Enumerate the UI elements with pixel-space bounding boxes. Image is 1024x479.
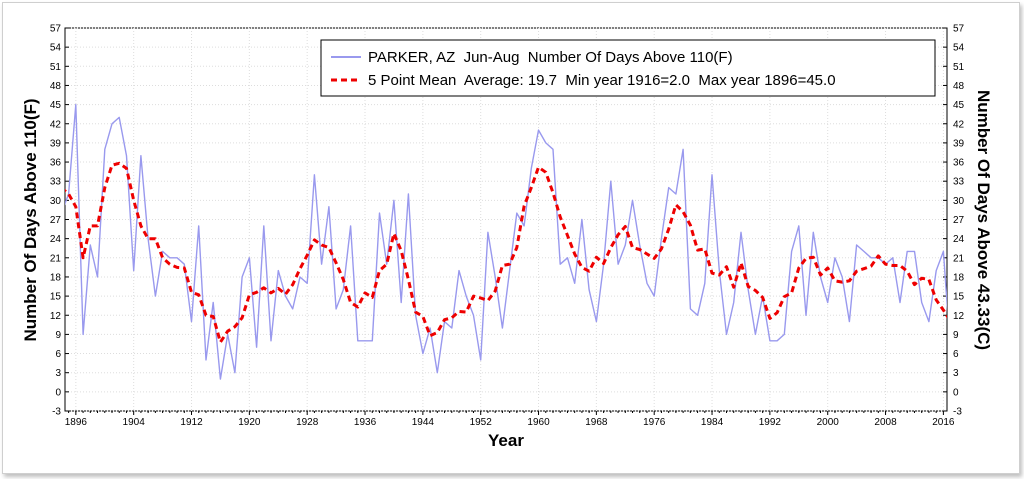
series-line-5pt-mean [65, 161, 947, 344]
x-tick-label: 1960 [527, 417, 550, 428]
x-tick-label: 1984 [701, 417, 724, 428]
x-tick-label: 1944 [412, 417, 435, 428]
y-tick-label-left: 54 [50, 43, 62, 54]
x-axis-title: Year [488, 431, 524, 450]
x-tick-label: 2008 [874, 417, 897, 428]
y-tick-label-right: 15 [953, 292, 965, 303]
y-tick-label-right: 54 [953, 43, 965, 54]
x-tick-label: 1936 [354, 417, 377, 428]
y-tick-label-left: 30 [50, 196, 62, 207]
y-tick-label-right: 0 [953, 387, 959, 398]
y-tick-label-right: 3 [953, 368, 959, 379]
x-tick-label: 2016 [932, 417, 955, 428]
x-tick-label: 1920 [238, 417, 261, 428]
x-tick-label: 1976 [643, 417, 666, 428]
y-tick-label-left: 33 [50, 177, 62, 188]
x-tick-label: 1896 [65, 417, 88, 428]
legend-label-observed: PARKER, AZ Jun-Aug Number Of Days Above … [368, 49, 733, 66]
y-tick-label-right: 27 [953, 215, 965, 226]
series-line-observed [65, 103, 947, 380]
series-layer [65, 103, 947, 380]
y-tick-label-left: 51 [50, 62, 62, 73]
y-tick-label-left: 6 [55, 349, 61, 360]
y-tick-label-left: 57 [50, 24, 62, 35]
legend-label-mean: 5 Point Mean Average: 19.7 Min year 1916… [368, 72, 836, 89]
y-tick-label-right: 57 [953, 24, 965, 35]
legend-box [320, 39, 936, 97]
legend: PARKER, AZ Jun-Aug Number Of Days Above … [320, 39, 936, 97]
y-axis-title-right: Number Of Days Above 43.33(C) [974, 90, 993, 350]
y-tick-label-left: 27 [50, 215, 62, 226]
y-tick-label-left: 48 [50, 81, 62, 92]
x-tick-label: 1904 [123, 417, 146, 428]
y-tick-label-left: 18 [50, 272, 62, 283]
y-tick-label-left: -3 [52, 407, 61, 418]
y-tick-label-left: 45 [50, 100, 62, 111]
y-tick-label-right: 45 [953, 100, 965, 111]
x-tick-label: 1952 [470, 417, 493, 428]
y-tick-label-left: 36 [50, 158, 62, 169]
y-tick-label-right: 36 [953, 158, 965, 169]
x-axis: 1896 1904 1912 1920 1928 1936 1944 1952 1960 1968… [65, 411, 955, 428]
y-tick-label-left: 15 [50, 292, 62, 303]
y-tick-label-right: 51 [953, 62, 965, 73]
y-tick-label-right: 30 [953, 196, 965, 207]
y-tick-label-left: 21 [50, 253, 62, 264]
y-tick-label-right: 18 [953, 272, 965, 283]
y-tick-label-left: 24 [50, 234, 62, 245]
y-tick-label-left: 42 [50, 119, 62, 130]
y-tick-label-right: 21 [953, 253, 965, 264]
y-tick-label-left: 3 [55, 368, 61, 379]
y-tick-label-left: 9 [55, 330, 61, 341]
x-tick-label: 2000 [817, 417, 840, 428]
y-tick-label-right: 24 [953, 234, 965, 245]
y-tick-label-right: 42 [953, 119, 965, 130]
x-tick-label: 1992 [759, 417, 782, 428]
y-tick-label-right: 9 [953, 330, 959, 341]
x-tick-label: 1912 [180, 417, 203, 428]
y-tick-label-left: 0 [55, 387, 61, 398]
x-tick-label: 1928 [296, 417, 319, 428]
y-tick-label-right: 6 [953, 349, 959, 360]
y-tick-label-left: 12 [50, 311, 62, 322]
y-tick-label-right: 48 [953, 81, 965, 92]
y-tick-label-right: 39 [953, 138, 965, 149]
y-tick-label-right: 33 [953, 177, 965, 188]
y-axis-title-left: Number Of Days Above 110(F) [21, 98, 40, 341]
y-tick-label-right: -3 [953, 407, 962, 418]
x-tick-label: 1968 [585, 417, 608, 428]
y-tick-label-right: 12 [953, 311, 965, 322]
y-tick-label-left: 39 [50, 138, 62, 149]
